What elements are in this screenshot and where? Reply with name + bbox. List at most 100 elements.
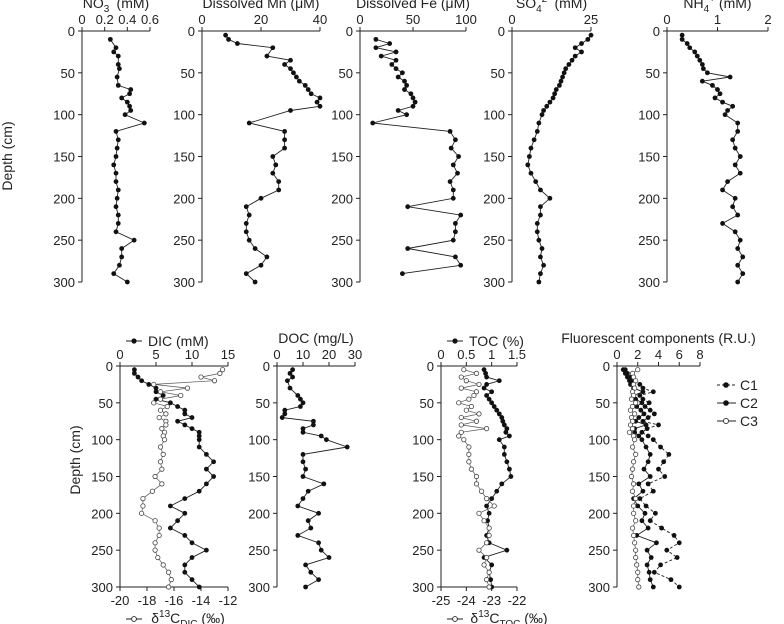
top-tick-label: 0.5 — [457, 347, 475, 362]
fluorescent-legend: C1 C2 C3 — [717, 377, 758, 429]
data-point — [654, 540, 659, 546]
data-point — [258, 262, 264, 268]
top-tick-label: 20 — [322, 347, 336, 362]
data-point — [658, 562, 663, 568]
data-point-open — [157, 407, 164, 413]
data-point — [538, 212, 543, 218]
data-point — [536, 237, 542, 243]
legend-bottom-label-delta: δ — [151, 610, 159, 624]
data-point — [189, 577, 195, 583]
top-tick-label: 100 — [455, 12, 477, 27]
data-point — [560, 74, 565, 80]
data-point — [153, 396, 159, 402]
data-point — [717, 91, 723, 97]
data-point — [735, 279, 741, 285]
depth-tick-label: 300 — [91, 580, 113, 595]
data-point — [643, 422, 649, 428]
data-point-open — [633, 547, 639, 553]
data-point-open — [466, 459, 472, 465]
data-point — [111, 271, 117, 277]
data-point — [488, 577, 494, 583]
legend-bottom-label: δ13CTOC (‰) — [470, 609, 547, 624]
data-point — [541, 262, 546, 268]
data-point — [246, 120, 252, 126]
data-point — [326, 555, 332, 560]
data-point-open — [140, 495, 146, 502]
data-point-open — [151, 400, 157, 406]
data-point — [300, 496, 306, 501]
data-point — [650, 488, 656, 494]
data-point — [276, 187, 282, 193]
data-point — [135, 374, 141, 380]
data-point — [246, 237, 252, 243]
data-point — [501, 444, 507, 450]
data-point — [285, 378, 290, 384]
data-point — [182, 496, 188, 501]
data-point — [113, 129, 119, 134]
data-point — [127, 103, 132, 109]
data-point — [557, 82, 562, 88]
legend-bottom-label-element: C — [170, 610, 180, 624]
data-point — [740, 254, 746, 260]
legend-label-c2: C2 — [740, 395, 758, 411]
depth-tick-label: 0 — [188, 24, 195, 39]
depth-tick-label: 50 — [339, 66, 353, 81]
top-tick-label: 0.2 — [96, 12, 114, 27]
data-point — [525, 162, 531, 168]
data-point — [641, 411, 647, 417]
chart-panel-4: 050100150200250300025SO42- (mM) — [483, 0, 598, 290]
top-tick-label: 0.4 — [118, 12, 136, 27]
data-point — [189, 555, 195, 560]
depth-tick-label: 0 — [498, 24, 505, 39]
data-point-open — [630, 459, 637, 465]
data-point — [308, 525, 314, 531]
data-point-open — [632, 411, 638, 417]
depth-tick-label: 300 — [248, 580, 270, 595]
top-tick-label: 1 — [488, 347, 495, 362]
data-point — [494, 488, 500, 494]
bottom-tick-label: -22 — [508, 593, 527, 608]
data-point — [534, 229, 540, 235]
data-point — [235, 41, 240, 46]
data-point — [279, 415, 285, 420]
data-point-open — [486, 584, 492, 590]
top-tick-label: 6 — [676, 347, 683, 362]
data-point — [500, 418, 506, 424]
depth-tick-label: 250 — [248, 543, 270, 558]
data-point — [679, 36, 685, 42]
data-point — [572, 53, 578, 59]
data-point-open — [483, 554, 490, 561]
data-point — [132, 367, 137, 373]
panel-title-subscript: 3 — [104, 4, 110, 15]
data-point — [387, 41, 393, 46]
data-point — [647, 407, 653, 413]
data-point — [226, 36, 231, 42]
data-point — [639, 437, 645, 443]
data-point — [270, 170, 276, 176]
data-point — [308, 569, 314, 575]
depth-tick-label: 200 — [248, 506, 270, 521]
data-point-open — [157, 459, 164, 465]
data-point — [405, 246, 411, 251]
data-point-open — [471, 392, 477, 399]
data-point — [656, 422, 661, 428]
data-point — [393, 57, 399, 63]
data-point — [316, 540, 321, 546]
data-point-open — [483, 495, 490, 502]
data-point — [725, 179, 730, 185]
bottom-tick-label: -14 — [192, 593, 211, 608]
data-point — [127, 91, 132, 97]
panel-title: DOC (mg/L) — [278, 330, 353, 346]
bottom-tick-label: -16 — [165, 593, 184, 608]
data-point-open — [632, 540, 638, 546]
data-point — [211, 459, 217, 465]
data-point — [553, 87, 559, 92]
data-point-open — [156, 525, 162, 531]
legend-top-label: DIC (mM) — [148, 333, 209, 349]
data-point — [732, 162, 738, 168]
depth-tick-label: 150 — [483, 150, 505, 165]
data-point-open — [458, 414, 464, 421]
data-point — [300, 429, 306, 435]
chart-panel-5: 0 50 100 150 200 250 300 0 1 2 NH4+ (mM) — [638, 0, 771, 290]
